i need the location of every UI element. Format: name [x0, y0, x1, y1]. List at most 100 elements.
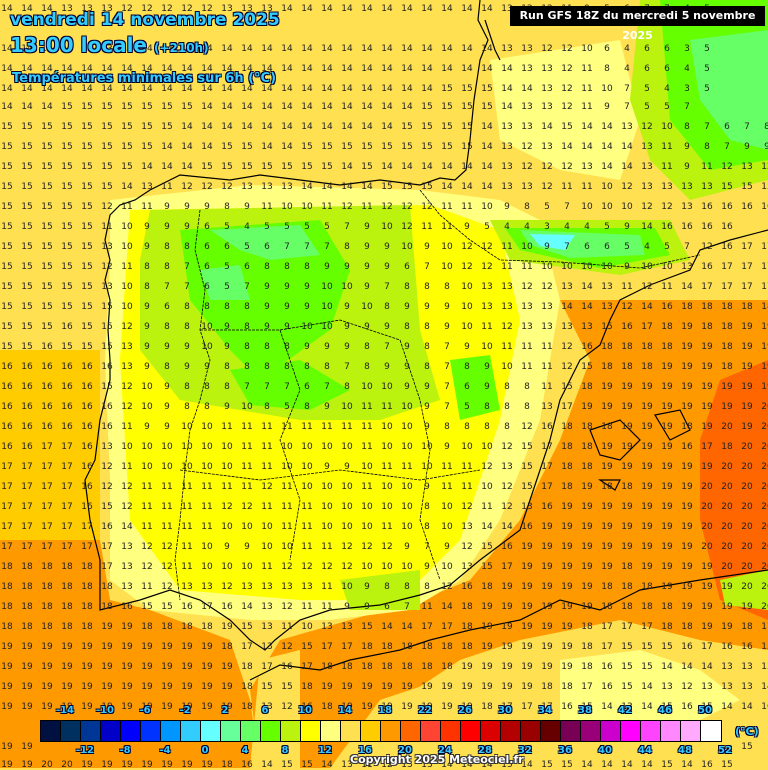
grid-value: 10 — [361, 462, 373, 472]
grid-value: 9 — [164, 402, 170, 412]
grid-value: 15 — [421, 122, 433, 132]
grid-value: 18 — [61, 602, 73, 612]
grid-value: 19 — [761, 322, 768, 332]
grid-value: 19 — [1, 760, 13, 770]
grid-value: 7 — [284, 382, 290, 392]
grid-value: 20 — [761, 482, 768, 492]
grid-value: 14 — [21, 4, 33, 14]
grid-value: 18 — [581, 642, 593, 652]
grid-value: 5 — [224, 222, 230, 232]
grid-value: 11 — [361, 422, 373, 432]
colorbar-label-top: 42 — [618, 705, 632, 716]
grid-value: 16 — [101, 522, 113, 532]
grid-value: 15 — [461, 102, 473, 112]
grid-value: 5 — [284, 222, 290, 232]
colorbar-label-top: -2 — [179, 705, 191, 716]
grid-value: 14 — [381, 44, 393, 54]
grid-value: 19 — [121, 642, 133, 652]
grid-value: 16 — [21, 362, 33, 372]
grid-value: 9 — [424, 382, 430, 392]
grid-value: 9 — [284, 322, 290, 332]
grid-value: 14 — [441, 64, 453, 74]
grid-value: 19 — [381, 702, 393, 712]
grid-value: 13 — [741, 682, 753, 692]
grid-value: 9 — [364, 582, 370, 592]
grid-value: 13 — [501, 462, 513, 472]
grid-value: 15 — [81, 322, 93, 332]
grid-value: 12 — [101, 262, 113, 272]
grid-value: 18 — [61, 562, 73, 572]
grid-value: 10 — [221, 462, 233, 472]
grid-value: 20 — [741, 462, 753, 472]
grid-value: 19 — [621, 542, 633, 552]
grid-value: 13 — [621, 122, 633, 132]
grid-value: 9 — [184, 362, 190, 372]
grid-value: 10 — [241, 402, 253, 412]
colorbar-label-bottom: -12 — [75, 745, 95, 756]
grid-value: 20 — [741, 482, 753, 492]
colorbar-swatch — [421, 721, 441, 741]
grid-value: 19 — [641, 402, 653, 412]
grid-value: 8 — [224, 362, 230, 372]
grid-value: 13 — [261, 622, 273, 632]
grid-value: 18 — [41, 562, 53, 572]
grid-value: 17 — [21, 542, 33, 552]
grid-value: 19 — [761, 342, 768, 352]
grid-value: 10 — [181, 422, 193, 432]
grid-value: 18 — [601, 482, 613, 492]
grid-value: 12 — [101, 482, 113, 492]
grid-value: 11 — [461, 202, 473, 212]
grid-value: 15 — [401, 142, 413, 152]
grid-value: 18 — [601, 342, 613, 352]
grid-value: 14 — [421, 44, 433, 54]
grid-value: 19 — [721, 402, 733, 412]
grid-value: 12 — [561, 342, 573, 352]
grid-value: 14 — [361, 44, 373, 54]
grid-value: 16 — [81, 482, 93, 492]
colorbar-label-bottom: 52 — [718, 745, 732, 756]
grid-value: 8 — [184, 402, 190, 412]
colorbar-label-bottom: 4 — [241, 745, 249, 756]
grid-value: 14 — [301, 102, 313, 112]
grid-value: 13 — [721, 662, 733, 672]
grid-value: 10 — [441, 242, 453, 252]
grid-value: 7 — [704, 122, 710, 132]
grid-value: 11 — [461, 462, 473, 472]
grid-value: 14 — [641, 702, 653, 712]
grid-value: 10 — [641, 262, 653, 272]
grid-value: 16 — [1, 442, 13, 452]
grid-value: 17 — [321, 642, 333, 652]
grid-value: 10 — [381, 222, 393, 232]
grid-value: 17 — [621, 622, 633, 632]
grid-value: 10 — [581, 262, 593, 272]
grid-value: 19 — [701, 462, 713, 472]
colorbar-swatch — [541, 721, 561, 741]
grid-value: 19 — [381, 682, 393, 692]
grid-value: 14 — [81, 64, 93, 74]
grid-value: 13 — [501, 44, 513, 54]
grid-value: 7 — [304, 242, 310, 252]
grid-value: 15 — [61, 302, 73, 312]
grid-value: 10 — [281, 442, 293, 452]
grid-value: 7 — [344, 222, 350, 232]
grid-value: 12 — [401, 222, 413, 232]
grid-value: 17 — [61, 462, 73, 472]
grid-value: 9 — [684, 162, 690, 172]
grid-value: 12 — [401, 202, 413, 212]
grid-value: 18 — [581, 462, 593, 472]
grid-value: 11 — [261, 462, 273, 472]
grid-value: 16 — [561, 702, 573, 712]
grid-value: 9 — [384, 362, 390, 372]
grid-value: 11 — [541, 382, 553, 392]
grid-value: 17 — [41, 462, 53, 472]
grid-value: 17 — [601, 622, 613, 632]
grid-value: 10 — [201, 322, 213, 332]
grid-value: 10 — [561, 262, 573, 272]
colorbar-swatch — [501, 721, 521, 741]
grid-value: 16 — [21, 402, 33, 412]
grid-value: 17 — [501, 562, 513, 572]
grid-value: 16 — [61, 422, 73, 432]
grid-value: 15 — [161, 102, 173, 112]
grid-value: 8 — [324, 362, 330, 372]
grid-value: 6 — [404, 262, 410, 272]
